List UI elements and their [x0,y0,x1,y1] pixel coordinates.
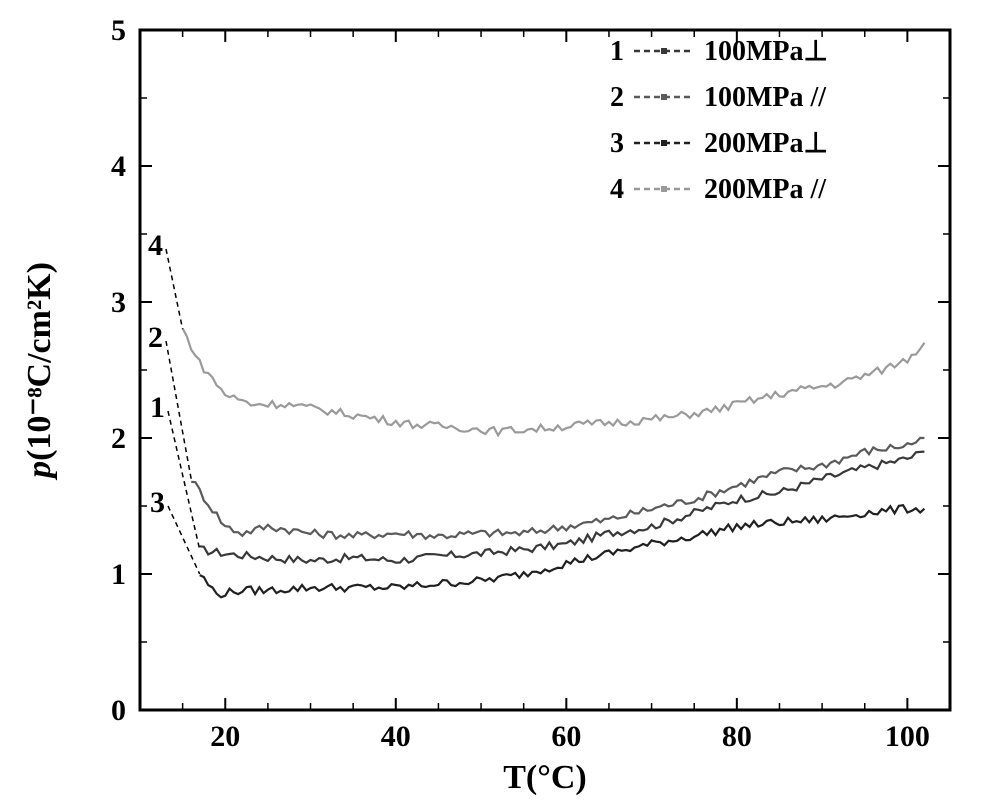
y-tick-label: 3 [111,286,126,319]
y-tick-label: 2 [111,422,126,455]
x-tick-label: 100 [885,720,930,753]
plot-frame [140,30,950,710]
x-axis-label: T(°C) [503,759,586,796]
x-tick-label: 80 [722,720,752,753]
figure: 20406080100012345T(°C)p(10⁻⁸C/cm²K)12341… [0,0,1000,808]
legend-label-2: 100MPa // [704,82,827,113]
callout-label-1: 1 [150,391,165,424]
series-2 [191,438,924,539]
x-tick-label: 20 [210,720,240,753]
legend-label-1: 100MPa⊥ [704,36,828,67]
legend-num-4: 4 [610,174,624,205]
series-3 [200,505,925,597]
legend-num-3: 3 [610,128,624,159]
y-tick-label: 0 [111,694,126,727]
callout-label-2: 2 [148,321,163,354]
legend-num-2: 2 [610,82,624,113]
y-axis-label: p(10⁻⁸C/cm²K) [21,262,58,481]
y-tick-label: 4 [111,150,126,183]
series-4 [183,328,925,435]
legend-num-1: 1 [610,36,624,67]
callout-leader-3 [168,506,200,574]
callout-label-3: 3 [150,486,165,519]
x-tick-label: 40 [381,720,411,753]
callout-label-4: 4 [148,229,163,262]
legend-label-4: 200MPa // [704,174,827,205]
y-tick-label: 1 [111,558,126,591]
callout-leader-4 [166,249,183,329]
x-tick-label: 60 [551,720,581,753]
chart-svg: 20406080100012345T(°C)p(10⁻⁸C/cm²K)12341… [0,0,1000,808]
callout-leader-1 [168,411,200,550]
y-tick-label: 5 [111,14,126,47]
legend-label-3: 200MPa⊥ [704,128,828,159]
